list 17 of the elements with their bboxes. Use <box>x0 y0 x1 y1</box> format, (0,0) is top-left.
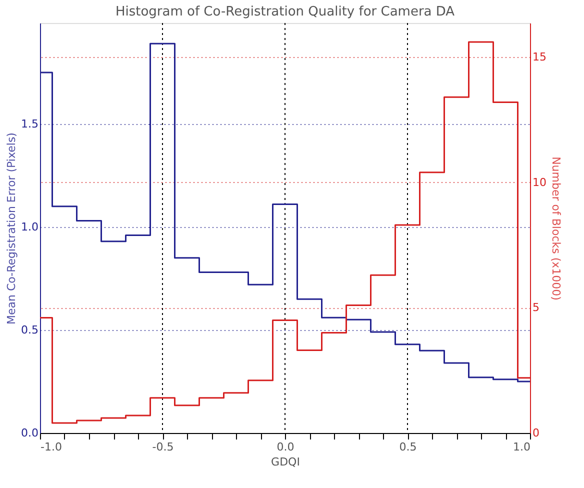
y-tick-label: 0.5 <box>21 323 38 336</box>
chart-title: Histogram of Co-Registration Quality for Camera DA <box>115 4 455 20</box>
y-tick-label: 1.5 <box>21 117 38 130</box>
x-tick-label: 0.5 <box>399 440 417 454</box>
y2-axis-title: Number of Blocks (x1000) <box>549 156 562 300</box>
x-tick-label: 0.0 <box>276 440 294 454</box>
y-tick-label: 0.0 <box>21 426 38 440</box>
y2-tick-label: 0 <box>532 426 540 440</box>
y2-tick-label: 10 <box>532 176 546 189</box>
y-axis-title: Mean Co-Registration Error (Pixels) <box>5 132 18 324</box>
y2-tick-label: 15 <box>532 50 546 64</box>
x-axis-title: GDQI <box>271 456 300 468</box>
x-tick-label: -0.5 <box>152 440 174 454</box>
y2-tick-label: 5 <box>532 301 540 314</box>
x-tick-label: -1.0 <box>40 440 62 454</box>
x-tick-label: 1.0 <box>513 440 530 454</box>
y-tick-label: 1.0 <box>21 220 38 234</box>
